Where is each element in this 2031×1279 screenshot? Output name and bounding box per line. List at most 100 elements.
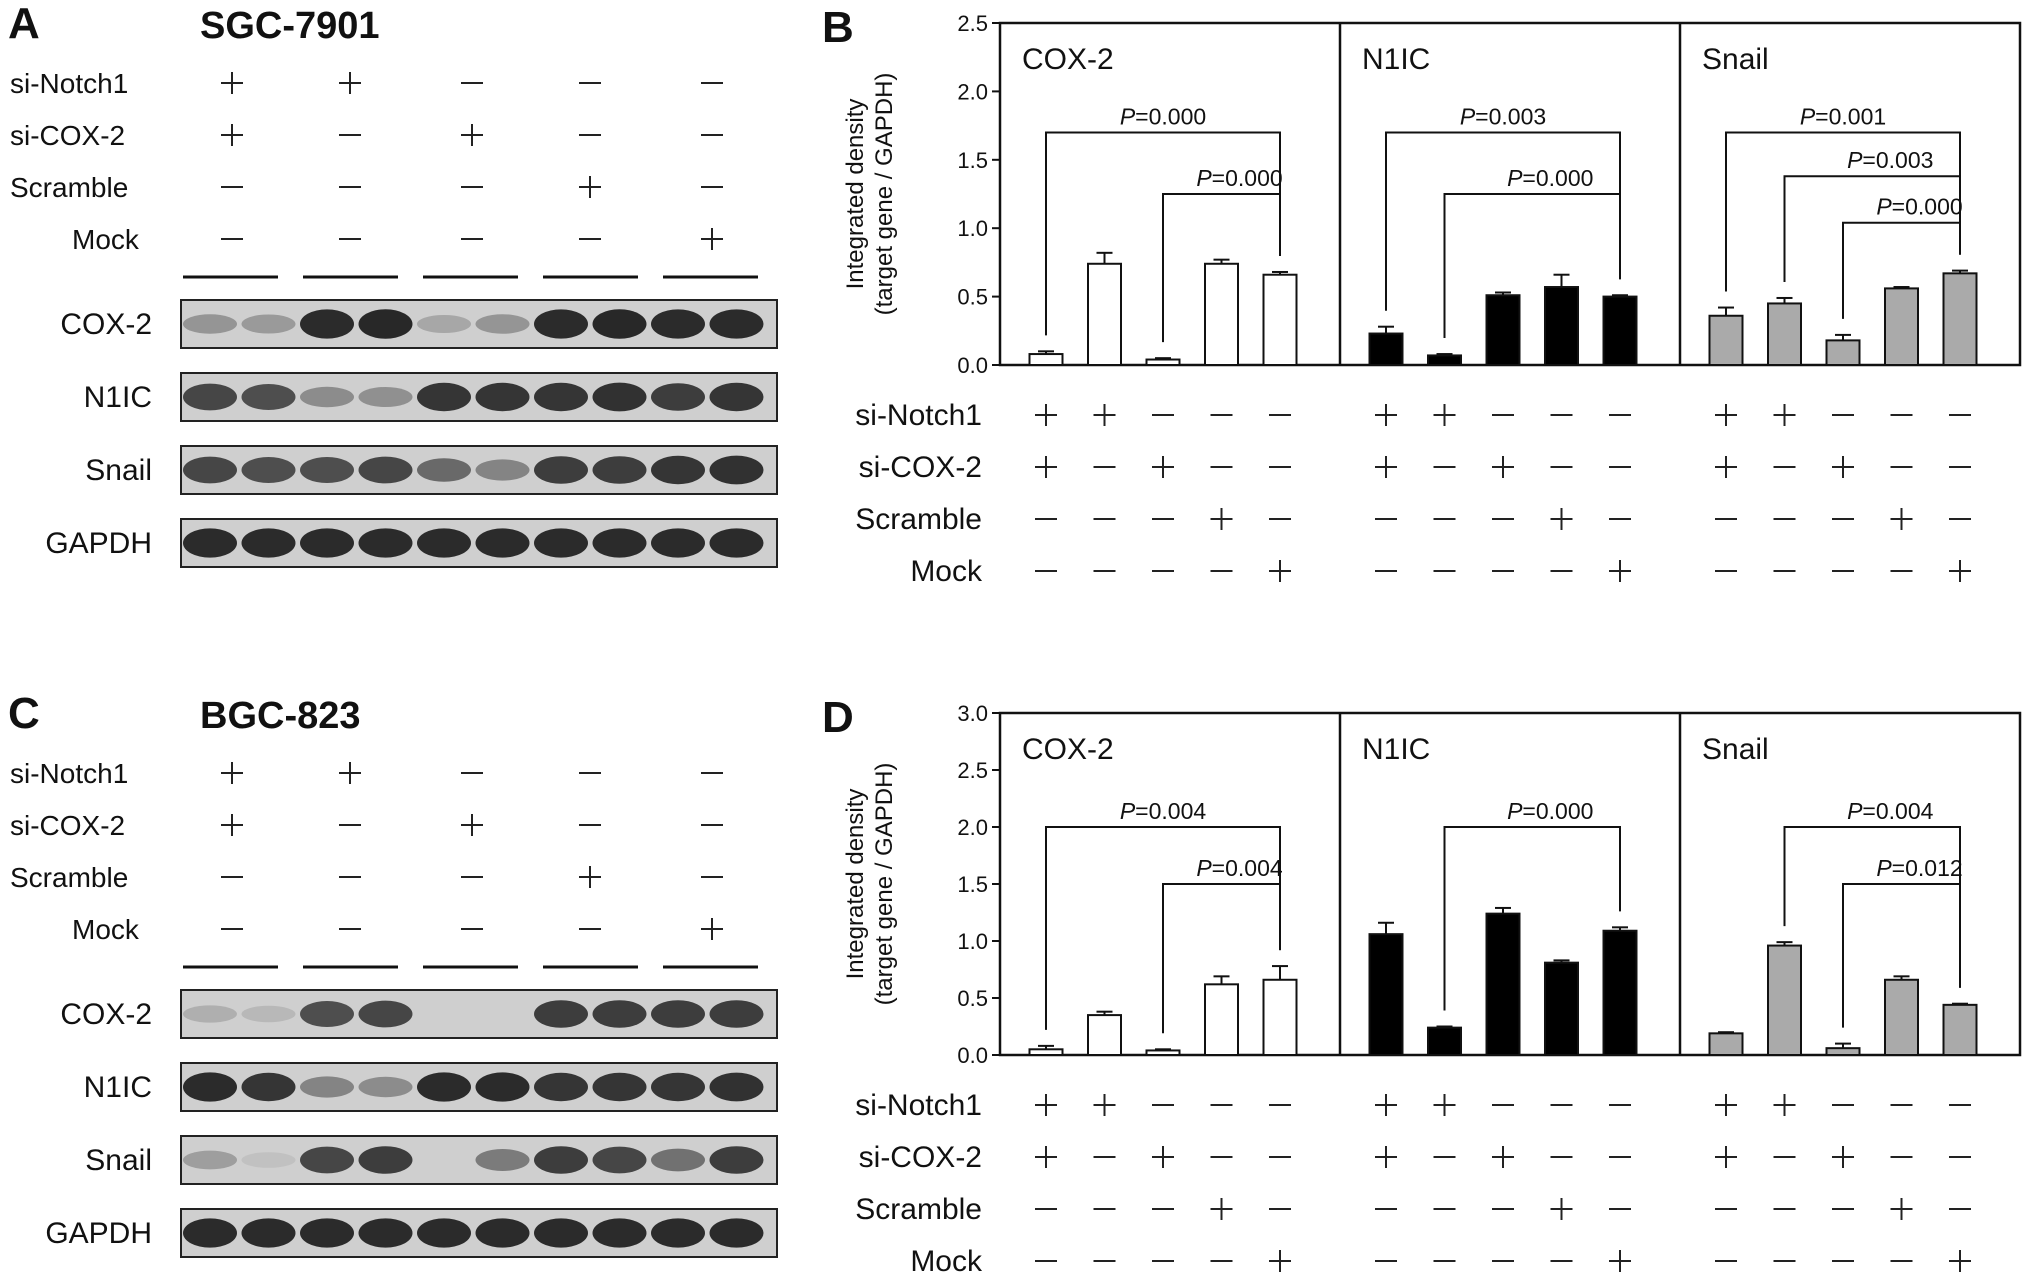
wb0-band-1-6: [534, 382, 588, 412]
chart0-pvalue-bracket-0-1: [1162, 193, 1281, 343]
chart1-bar-2-4: [1942, 1003, 1978, 1057]
wb0-band-3-9: [709, 528, 764, 558]
wb1-band-2-9: [709, 1146, 764, 1174]
wb0-band-1-3: [358, 386, 413, 408]
chart1-ytick-label-3: 1.5: [957, 872, 988, 897]
chart0-sign-1-0-1: [1433, 404, 1456, 426]
chart0-pvalue-bracket-1-0: [1385, 131, 1621, 311]
wb0-band-2-1: [241, 457, 296, 483]
wb0-band-0-6: [534, 309, 588, 339]
chart1-sign-0-0-0: [1035, 1094, 1057, 1116]
wb0-condition-label-1: si-COX-2: [10, 120, 125, 151]
wb1-band-0-6: [534, 1000, 588, 1028]
wb0-band-1-4: [417, 382, 471, 412]
chart1-bar-2-0: [1708, 1032, 1744, 1056]
wb1-band-0-0: [183, 1005, 237, 1023]
wb1-band-0-2: [300, 1001, 354, 1027]
wb1-band-2-6: [534, 1146, 588, 1174]
chart0-sign-1-0-0: [1375, 404, 1397, 426]
chart1-bar-2-3: [1884, 978, 1919, 1057]
wb1-band-1-5: [475, 1072, 530, 1102]
chart1-group-title-0: COX-2: [1022, 733, 1114, 766]
wb1-sign-0-0: [221, 762, 243, 784]
chart0-ytick-label-2: 1.0: [957, 216, 988, 241]
wb0-band-1-5: [475, 382, 530, 412]
chart1-sign-2-0-1: [1773, 1094, 1796, 1116]
chart1-ytick-label-4: 2.0: [957, 815, 988, 840]
wb1-band-3-9: [709, 1218, 764, 1248]
wb0-sign-1-0: [221, 124, 243, 146]
chart1-ylabel-1: Integrated density: [842, 789, 869, 980]
chart0-group-title-1: N1IC: [1362, 43, 1430, 76]
chart0-pvalue-label-0-1: P=0.000: [1196, 165, 1282, 191]
chart0-sign-2-1-0: [1715, 456, 1737, 478]
wb1-band-2-8: [651, 1148, 705, 1172]
chart1-bar-1-0: [1368, 933, 1404, 1056]
chart0-bar-2-4: [1942, 272, 1978, 366]
wb0-condition-label-2: Scramble: [10, 172, 128, 203]
wb1-band-1-8: [651, 1072, 705, 1102]
wb0-band-1-7: [592, 382, 647, 412]
wb0-cell-line: SGC-7901: [200, 5, 380, 47]
wb0-band-0-0: [183, 314, 237, 334]
wb1-band-1-3: [358, 1076, 413, 1098]
chart1-sign-1-0-1: [1433, 1094, 1456, 1116]
chart0-sign-1-2-3: [1550, 508, 1573, 530]
wb1-band-2-7: [592, 1146, 647, 1174]
chart0-bar-0-0: [1028, 353, 1064, 366]
chart0-sign-2-0-0: [1715, 404, 1737, 426]
wb0-band-3-5: [475, 528, 530, 558]
wb1-cell-line: BGC-823: [200, 695, 361, 737]
wb0-band-0-8: [651, 309, 705, 339]
chart1-pvalue-label-0-0: P=0.004: [1120, 798, 1207, 824]
chart0-pvalue-label-2-2: P=0.000: [1876, 194, 1962, 220]
wb1-blot-label-1: N1IC: [84, 1071, 152, 1104]
chart0-panel-label: B: [822, 3, 854, 52]
chart0-pvalue-bracket-2-1: [1783, 175, 1961, 282]
chart0-bar-0-1: [1087, 262, 1122, 367]
chart1-pvalue-bracket-2-1: [1842, 883, 1961, 1028]
wb1-band-3-7: [592, 1218, 647, 1248]
wb0-band-2-8: [651, 455, 705, 485]
wb1-band-1-0: [183, 1072, 237, 1102]
wb1-band-3-6: [534, 1218, 588, 1248]
wb0-band-2-5: [475, 459, 530, 481]
chart0-sign-0-1-0: [1035, 456, 1057, 478]
chart0-sign-0-0-0: [1035, 404, 1057, 426]
chart0-pvalue-bracket-2-2: [1842, 221, 1961, 319]
chart0-sign-0-1-2: [1152, 456, 1174, 478]
chart0-condition-label-0: si-Notch1: [855, 399, 982, 432]
wb1-blot-label-3: GAPDH: [45, 1217, 152, 1250]
wb1-condition-label-2: Scramble: [10, 862, 128, 893]
chart0-sign-2-1-2: [1832, 456, 1854, 478]
chart0-condition-label-2: Scramble: [855, 503, 982, 536]
wb0-band-3-8: [651, 528, 705, 558]
chart1-sign-0-3-4: [1269, 1250, 1291, 1272]
wb1-sign-0-1: [339, 762, 361, 784]
wb0-band-2-2: [300, 457, 354, 483]
wb1-band-2-0: [183, 1150, 237, 1170]
chart1-bar-0-1: [1087, 1014, 1122, 1056]
wb0-blot-label-1: N1IC: [84, 381, 152, 414]
chart0-pvalue-label-2-1: P=0.003: [1847, 147, 1933, 173]
chart0-pvalue-label-2-0: P=0.001: [1800, 103, 1886, 129]
chart0-sign-1-1-0: [1375, 456, 1397, 478]
wb0-panel-label: A: [8, 0, 40, 48]
chart0-bar-1-4: [1602, 295, 1638, 367]
wb1-band-2-3: [358, 1146, 413, 1174]
chart1-bar-1-4: [1602, 929, 1638, 1056]
wb0-band-1-0: [183, 383, 237, 411]
chart0-bar-0-3: [1204, 262, 1239, 367]
chart0-condition-label-1: si-COX-2: [859, 451, 982, 484]
chart0-sign-0-2-3: [1210, 508, 1233, 530]
chart1-pvalue-label-2-0: P=0.004: [1847, 798, 1934, 824]
wb0-band-2-6: [534, 456, 588, 484]
wb0-blot-label-3: GAPDH: [45, 527, 152, 560]
chart1-bar-1-3: [1544, 961, 1579, 1056]
wb0-band-0-5: [475, 314, 530, 334]
chart1-group-title-2: Snail: [1702, 733, 1769, 766]
wb0-band-1-8: [651, 383, 705, 411]
chart1-bar-0-2: [1145, 1049, 1181, 1056]
wb0-band-3-4: [417, 528, 471, 558]
